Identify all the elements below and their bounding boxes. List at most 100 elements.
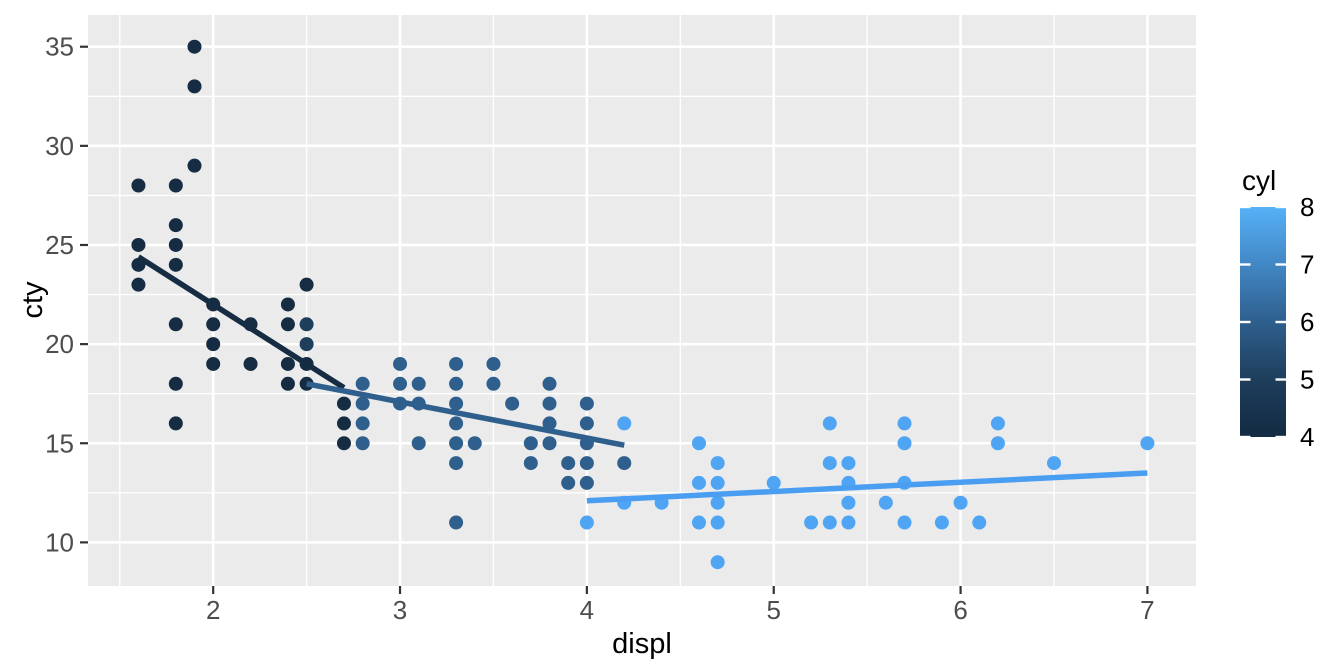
data-point-cyl6 bbox=[579, 475, 594, 490]
data-point-cyl6 bbox=[449, 416, 464, 431]
lm-fit-6-cyl bbox=[306, 381, 625, 448]
data-point-cyl5 bbox=[299, 317, 314, 332]
data-point-cyl4 bbox=[168, 237, 183, 252]
data-point-cyl4 bbox=[187, 158, 202, 173]
data-point-cyl6 bbox=[449, 515, 464, 530]
data-point-cyl4 bbox=[168, 178, 183, 193]
legend-ticks bbox=[1240, 205, 1286, 439]
data-point-cyl8 bbox=[710, 495, 725, 510]
data-point-cyl6 bbox=[617, 456, 632, 471]
data-point-cyl6 bbox=[411, 436, 426, 451]
data-point-cyl8 bbox=[934, 515, 949, 530]
data-point-cyl6 bbox=[449, 376, 464, 391]
data-point-cyl6 bbox=[579, 456, 594, 471]
x-tick-label: 6 bbox=[953, 595, 967, 625]
data-point-cyl6 bbox=[355, 376, 370, 391]
data-point-cyl4 bbox=[168, 218, 183, 233]
data-point-cyl8 bbox=[822, 515, 837, 530]
data-point-cyl6 bbox=[561, 456, 576, 471]
data-point-cyl8 bbox=[710, 555, 725, 570]
major-gridlines bbox=[88, 15, 1196, 586]
data-point-cyl8 bbox=[691, 475, 706, 490]
data-point-cyl4 bbox=[336, 396, 351, 411]
data-point-cyl6 bbox=[355, 436, 370, 451]
data-point-cyl8 bbox=[953, 495, 968, 510]
data-point-cyl4 bbox=[187, 79, 202, 94]
legend-labels: 4 5 6 7 8 bbox=[1300, 192, 1314, 452]
data-point-cyl6 bbox=[393, 356, 408, 371]
legend-title: cyl bbox=[1242, 165, 1276, 196]
data-point-cyl8 bbox=[766, 475, 781, 490]
data-point-cyl6 bbox=[467, 436, 482, 451]
data-point-cyl6 bbox=[542, 396, 557, 411]
data-point-cyl8 bbox=[579, 515, 594, 530]
data-point-cyl8 bbox=[841, 515, 856, 530]
legend-tick-label: 8 bbox=[1300, 192, 1314, 222]
data-point-cyl8 bbox=[691, 436, 706, 451]
data-point-cyl8 bbox=[990, 436, 1005, 451]
data-point-cyl8 bbox=[1046, 456, 1061, 471]
data-point-cyl4 bbox=[336, 436, 351, 451]
minor-gridlines bbox=[88, 15, 1196, 586]
lm-fit-4-cyl bbox=[136, 254, 346, 391]
data-point-cyl4 bbox=[280, 317, 295, 332]
data-point-cyl4 bbox=[168, 257, 183, 272]
data-point-cyl6 bbox=[486, 356, 501, 371]
lm-fit-8-cyl bbox=[586, 470, 1148, 504]
data-point-cyl6 bbox=[561, 475, 576, 490]
y-tick-label: 15 bbox=[45, 428, 74, 458]
data-point-cyl4 bbox=[168, 317, 183, 332]
data-point-cyl8 bbox=[1140, 436, 1155, 451]
data-point-cyl8 bbox=[841, 495, 856, 510]
y-axis: 10 15 20 25 30 35 bbox=[45, 32, 88, 557]
y-tick-label: 20 bbox=[45, 329, 74, 359]
x-tick-label: 5 bbox=[766, 595, 780, 625]
data-point-cyl4 bbox=[206, 317, 221, 332]
data-point-cyl4 bbox=[280, 297, 295, 312]
data-point-cyl4 bbox=[187, 39, 202, 54]
data-point-cyl4 bbox=[280, 356, 295, 371]
data-point-cyl8 bbox=[710, 515, 725, 530]
data-point-cyl4 bbox=[168, 416, 183, 431]
data-point-cyl8 bbox=[804, 515, 819, 530]
data-point-cyl6 bbox=[542, 376, 557, 391]
data-point-cyl8 bbox=[691, 515, 706, 530]
data-point-cyl6 bbox=[579, 416, 594, 431]
data-point-cyl4 bbox=[336, 416, 351, 431]
data-point-cyl8 bbox=[841, 456, 856, 471]
legend-tick-label: 4 bbox=[1300, 422, 1314, 452]
data-point-cyl4 bbox=[131, 237, 146, 252]
data-point-cyl8 bbox=[822, 416, 837, 431]
data-point-cyl8 bbox=[710, 475, 725, 490]
legend-tick-label: 6 bbox=[1300, 307, 1314, 337]
data-point-cyl6 bbox=[449, 436, 464, 451]
legend-tick-label: 7 bbox=[1300, 250, 1314, 280]
y-tick-label: 35 bbox=[45, 32, 74, 62]
data-point-cyl6 bbox=[355, 396, 370, 411]
plot-panel bbox=[88, 15, 1196, 586]
data-point-cyl8 bbox=[710, 456, 725, 471]
smooth-lines bbox=[136, 254, 1148, 504]
data-point-cyl8 bbox=[897, 416, 912, 431]
data-point-cyl8 bbox=[897, 436, 912, 451]
data-point-cyl6 bbox=[449, 456, 464, 471]
data-point-cyl6 bbox=[579, 396, 594, 411]
x-tick-label: 2 bbox=[206, 595, 220, 625]
data-point-cyl8 bbox=[897, 515, 912, 530]
data-point-cyl4 bbox=[280, 376, 295, 391]
data-point-cyl4 bbox=[131, 277, 146, 292]
data-point-cyl4 bbox=[299, 277, 314, 292]
y-tick-label: 25 bbox=[45, 230, 74, 260]
data-point-cyl6 bbox=[542, 416, 557, 431]
data-point-cyl8 bbox=[617, 416, 632, 431]
legend: cyl 4 5 6 7 8 bbox=[1240, 165, 1314, 452]
y-tick-label: 10 bbox=[45, 527, 74, 557]
x-axis: 2 3 4 5 6 7 bbox=[206, 586, 1155, 625]
data-point-cyl8 bbox=[878, 495, 893, 510]
data-point-cyl4 bbox=[168, 376, 183, 391]
data-point-cyl4 bbox=[206, 356, 221, 371]
data-point-cyl8 bbox=[990, 416, 1005, 431]
data-point-cyl6 bbox=[411, 376, 426, 391]
